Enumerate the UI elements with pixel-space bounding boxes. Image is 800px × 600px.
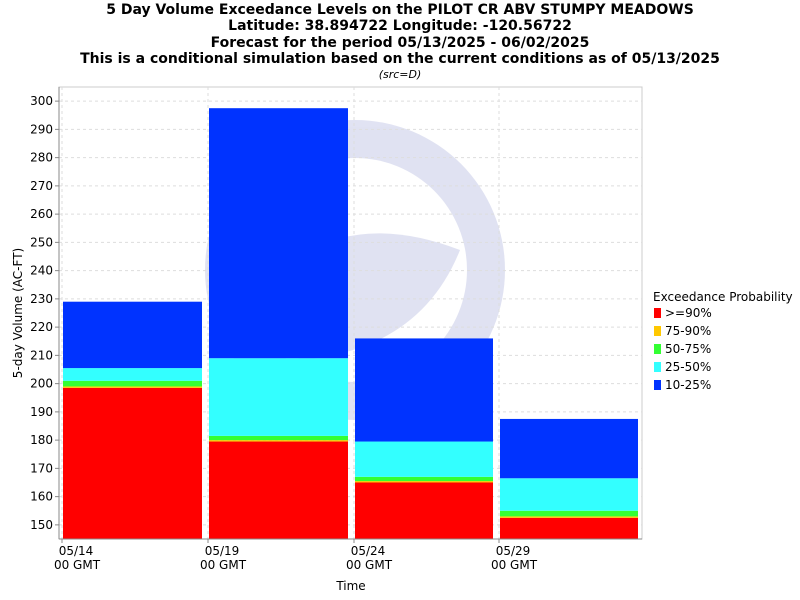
y-tick-label: 210: [30, 348, 53, 362]
y-tick-label: 280: [30, 151, 53, 165]
y-tick-label: 180: [30, 433, 53, 447]
y-tick-label: 250: [30, 235, 53, 249]
legend-label: 10-25%: [665, 378, 711, 392]
chart-title-line-2: Latitude: 38.894722 Longitude: -120.5672…: [228, 18, 572, 34]
bar-segment-1-period-3: [355, 482, 493, 539]
chart-title-line-1: 5 Day Volume Exceedance Levels on the PI…: [106, 2, 694, 18]
y-axis: 150 160 170 180 190 200 210 220 230 240 250 260 270 2…: [30, 87, 60, 539]
legend-title: Exceedance Probability: [653, 290, 793, 304]
x-tick-label-tz: 00 GMT: [200, 558, 247, 572]
bar-segment-5-period-3: [355, 338, 493, 442]
bar-segment-3-period-3: [355, 476, 493, 482]
bar-segment-1-period-1: [63, 387, 202, 539]
legend-swatch: [654, 308, 661, 318]
chart-title-line-4: This is a conditional simulation based o…: [80, 51, 720, 67]
bar-segment-3-period-4: [500, 510, 638, 517]
bar-segment-4-period-4: [500, 478, 638, 511]
y-tick-label: 220: [30, 320, 53, 334]
y-tick-label: 200: [30, 377, 53, 391]
x-tick-label-tz: 00 GMT: [491, 558, 538, 572]
bar-segment-3-period-2: [209, 435, 348, 441]
bar-segment-1-period-4: [500, 517, 638, 539]
bar-segment-2-period-4: [500, 516, 638, 518]
legend-label: 75-90%: [665, 324, 711, 338]
y-tick-label: 230: [30, 292, 53, 306]
y-tick-label: 260: [30, 207, 53, 221]
y-tick-label: 170: [30, 461, 53, 475]
legend-swatch: [654, 326, 661, 336]
bar-segment-5-period-4: [500, 418, 638, 479]
legend-label: >=90%: [665, 306, 712, 320]
legend-swatch: [654, 380, 661, 390]
bar-segment-2-period-2: [209, 440, 348, 442]
bar-segment-4-period-2: [209, 358, 348, 436]
x-tick-label: 05/24: [351, 544, 386, 558]
bar-segment-2-period-1: [63, 386, 202, 388]
bar-segment-5-period-1: [63, 301, 202, 369]
y-tick-label: 240: [30, 264, 53, 278]
legend: Exceedance Probability >=90% 75-90% 50-75%…: [653, 290, 793, 392]
bar-segment-4-period-3: [355, 441, 493, 477]
chart-title-line-3: Forecast for the period 05/13/2025 - 06/…: [211, 35, 590, 51]
x-tick-label: 05/29: [496, 544, 531, 558]
y-tick-label: 270: [30, 179, 53, 193]
x-tick-label: 05/14: [59, 544, 94, 558]
bar-segment-4-period-1: [63, 368, 202, 381]
bar-segment-3-period-1: [63, 380, 202, 387]
x-tick-label-tz: 00 GMT: [346, 558, 393, 572]
bar-segment-5-period-2: [209, 108, 348, 359]
y-tick-label: 160: [30, 490, 53, 504]
y-tick-label: 150: [30, 518, 53, 532]
x-tick-label: 05/19: [205, 544, 240, 558]
legend-label: 50-75%: [665, 342, 711, 356]
legend-label: 25-50%: [665, 360, 711, 374]
x-tick-label-tz: 00 GMT: [54, 558, 101, 572]
legend-swatch: [654, 344, 661, 354]
y-tick-label: 190: [30, 405, 53, 419]
bars: [63, 108, 638, 539]
y-axis-label: 5-day Volume (AC-FT): [11, 248, 25, 378]
y-tick-label: 290: [30, 122, 53, 136]
y-tick-label: 300: [30, 94, 53, 108]
bar-segment-1-period-2: [209, 441, 348, 539]
legend-swatch: [654, 362, 661, 372]
x-axis-label: Time: [335, 579, 365, 593]
bar-segment-2-period-3: [355, 481, 493, 483]
chart-subtitle: (src=D): [379, 68, 422, 81]
